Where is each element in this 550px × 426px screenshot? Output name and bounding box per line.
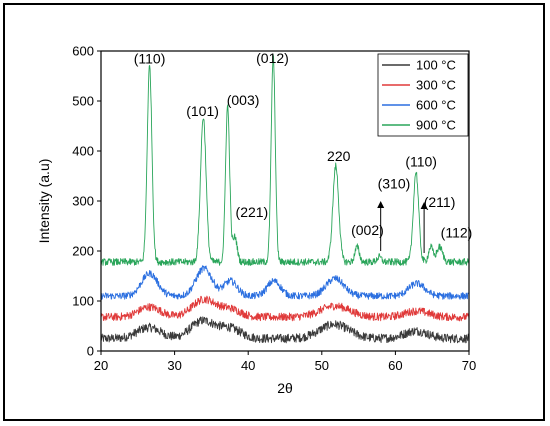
peak-label: (003) (227, 92, 260, 108)
peak-label: (112) (441, 225, 473, 241)
legend-label: 100 °C (416, 58, 456, 73)
peak-label: (002) (351, 222, 384, 238)
x-tick-label: 20 (94, 358, 108, 373)
x-tick-label: 40 (241, 358, 255, 373)
y-tick-label: 100 (72, 294, 94, 309)
x-tick-label: 30 (167, 358, 181, 373)
series-line-1 (100, 316, 470, 344)
peak-label: (221) (236, 204, 269, 220)
series-line-3 (100, 265, 470, 300)
peak-label: (110) (405, 154, 437, 170)
y-tick-label: 300 (72, 194, 94, 209)
peak-label: (310) (378, 176, 411, 192)
legend: 100 °C 300 °C 600 °C 900 °C (377, 53, 469, 137)
y-tick-label: 400 (72, 144, 94, 159)
legend-label: 900 °C (416, 118, 456, 133)
x-axis-title: 2θ (277, 380, 293, 396)
annotation-arrowhead (420, 202, 428, 209)
series-line-2 (100, 295, 470, 322)
legend-label: 300 °C (416, 78, 456, 93)
peak-label: (101) (186, 103, 219, 119)
legend-box (377, 53, 469, 137)
x-tick-label: 50 (315, 358, 329, 373)
series-line-4 (100, 54, 470, 266)
figure-frame (3, 3, 545, 421)
y-tick-label: 600 (72, 44, 94, 59)
y-tick-label: 0 (87, 344, 94, 359)
x-tick-label: 70 (462, 358, 476, 373)
peak-label: (110) (134, 51, 166, 67)
ticks-layer: 20 30 40 50 60 70 0 100 200 300 400 500 600 (72, 44, 476, 374)
series-layer (100, 54, 470, 344)
annotation-layer: (110) (101) (003) (012) (221) 220 (002) (310) (1… (134, 50, 473, 253)
peak-label: (211) (424, 194, 456, 210)
y-axis-title: Intensity (a.u) (36, 159, 52, 244)
annotation-arrowhead (377, 201, 385, 208)
peak-label: (012) (256, 50, 289, 66)
legend-label: 600 °C (416, 98, 456, 113)
x-tick-label: 60 (388, 358, 402, 373)
y-tick-label: 200 (72, 244, 94, 259)
peak-label: 220 (327, 148, 351, 164)
y-tick-label: 500 (72, 94, 94, 109)
